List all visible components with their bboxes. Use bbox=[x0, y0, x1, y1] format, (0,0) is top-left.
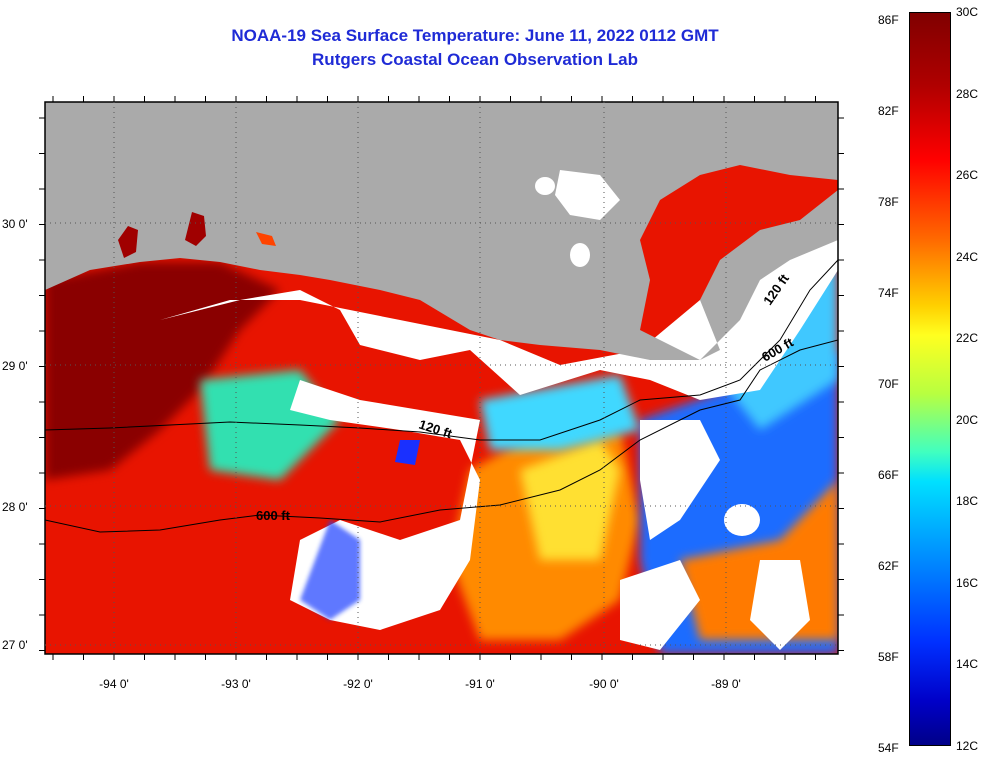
lon-label: -93 0' bbox=[221, 677, 251, 691]
map-frame bbox=[44, 101, 839, 655]
colorbar-c-label: 14C bbox=[956, 657, 979, 671]
hot-nearshore-region bbox=[45, 262, 280, 480]
land-mass bbox=[45, 102, 838, 360]
colorbar-c-label: 26C bbox=[956, 168, 979, 182]
lon-label: -90 0' bbox=[589, 677, 619, 691]
colorbar-f-label: 66F bbox=[878, 468, 899, 482]
lat-label: 28 0' bbox=[2, 500, 28, 514]
colorbar-f-label: 86F bbox=[878, 13, 899, 27]
lon-label: -89 0' bbox=[711, 677, 741, 691]
lon-label: -92 0' bbox=[343, 677, 373, 691]
colorbar-c-label: 22C bbox=[956, 331, 979, 345]
colorbar-c-label: 28C bbox=[956, 86, 979, 101]
colorbar-c-label: 20C bbox=[956, 412, 979, 427]
colorbar-c-label: 12C bbox=[956, 738, 979, 753]
colorbar-f-label: 62F bbox=[878, 559, 899, 573]
colorbar-f-label: 82F bbox=[878, 104, 899, 118]
lon-label: -94 0' bbox=[99, 677, 129, 691]
colorbar-f-label: 70F bbox=[878, 377, 899, 391]
colorbar-c-label: 18C bbox=[956, 494, 979, 508]
lat-label: 27 0' bbox=[2, 638, 28, 652]
contour-120ft bbox=[45, 259, 838, 441]
colorbar-f-label: 54F bbox=[878, 741, 899, 755]
colorbar-c-label: 24C bbox=[956, 249, 979, 264]
chart-subtitle: Rutgers Coastal Ocean Observation Lab bbox=[312, 50, 638, 69]
colorbar-f-label: 58F bbox=[878, 650, 899, 664]
chart-title: NOAA-19 Sea Surface Temperature: June 11… bbox=[231, 26, 719, 45]
contour-label: 600 ft bbox=[256, 508, 291, 523]
lat-label: 29 0' bbox=[2, 359, 28, 373]
contour-600ft bbox=[45, 339, 838, 533]
axis-ticks bbox=[39, 96, 844, 660]
lat-label: 30 0' bbox=[2, 217, 28, 231]
grid-lines bbox=[45, 102, 838, 654]
colorbar-f-label: 74F bbox=[878, 286, 899, 300]
colorbar-f-label: 78F bbox=[878, 195, 899, 209]
colorbar-c-label: 30C bbox=[956, 5, 979, 19]
lon-label: -91 0' bbox=[465, 677, 495, 691]
temperature-colorbar bbox=[909, 12, 951, 746]
colorbar-c-label: 16C bbox=[956, 575, 979, 590]
